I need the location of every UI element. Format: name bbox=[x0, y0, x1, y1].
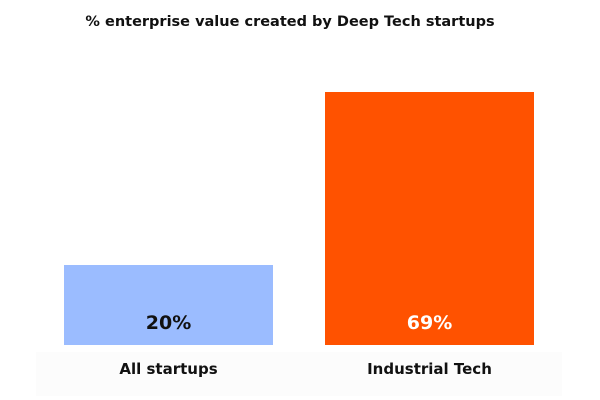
category-label-bg bbox=[36, 352, 301, 396]
x-tick-label: All startups bbox=[119, 360, 217, 378]
bar-0 bbox=[64, 265, 273, 345]
data-label: 20% bbox=[146, 312, 191, 334]
category-label-bg bbox=[297, 352, 562, 396]
x-tick-label: Industrial Tech bbox=[367, 360, 492, 378]
bar-1 bbox=[325, 92, 534, 345]
chart-title: % enterprise value created by Deep Tech … bbox=[85, 14, 495, 30]
data-label: 69% bbox=[407, 312, 452, 334]
